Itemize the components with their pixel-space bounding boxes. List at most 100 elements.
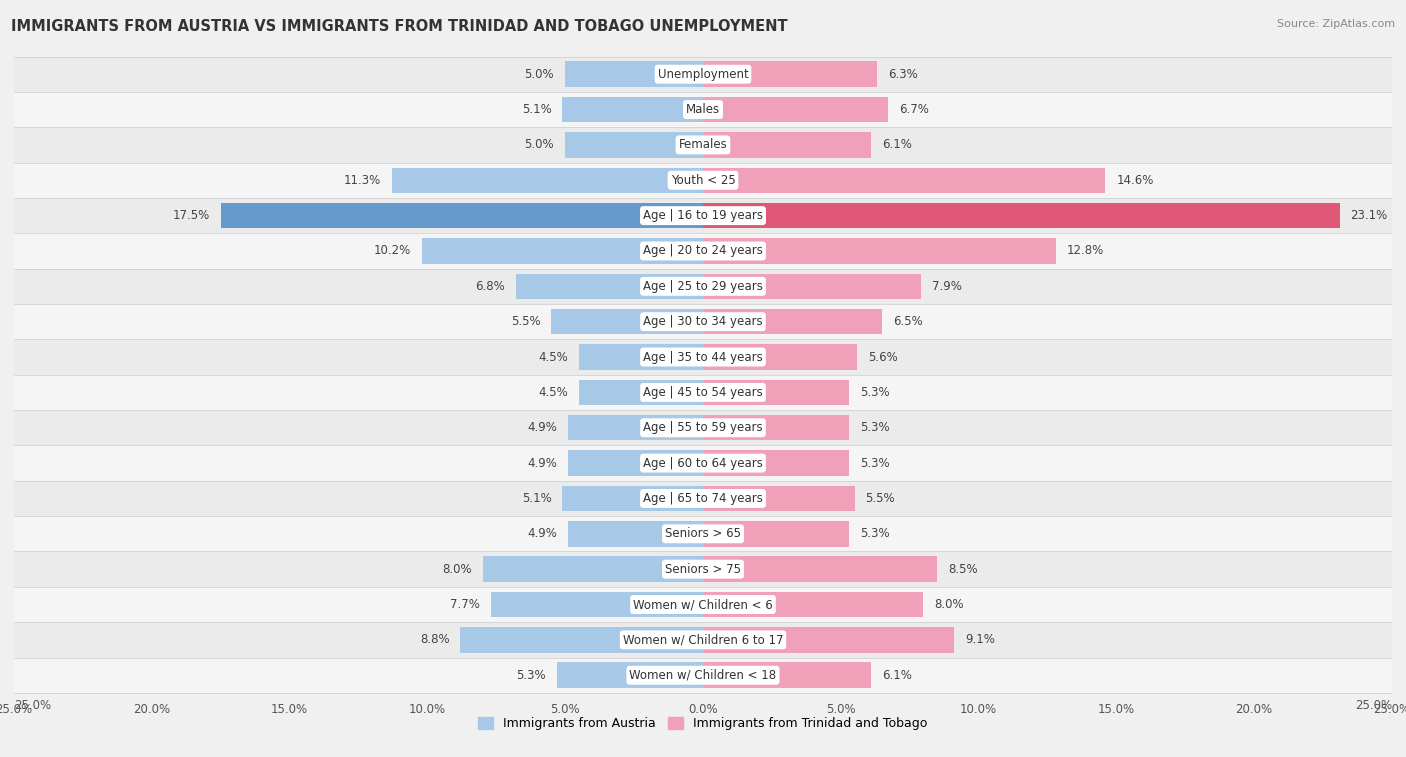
Text: Seniors > 65: Seniors > 65: [665, 528, 741, 540]
Text: 5.1%: 5.1%: [522, 103, 551, 116]
Bar: [14, 375, 1392, 410]
Text: Females: Females: [679, 139, 727, 151]
Bar: [703, 97, 887, 123]
Text: Source: ZipAtlas.com: Source: ZipAtlas.com: [1277, 19, 1395, 29]
Bar: [703, 556, 938, 582]
Bar: [14, 445, 1392, 481]
Text: 4.9%: 4.9%: [527, 456, 557, 469]
Text: 5.5%: 5.5%: [866, 492, 896, 505]
Bar: [565, 132, 703, 157]
Bar: [703, 309, 882, 335]
Bar: [14, 127, 1392, 163]
Text: 8.8%: 8.8%: [420, 634, 450, 646]
Text: 5.3%: 5.3%: [860, 456, 890, 469]
Text: Males: Males: [686, 103, 720, 116]
Bar: [568, 450, 703, 476]
Text: Age | 25 to 29 years: Age | 25 to 29 years: [643, 280, 763, 293]
Bar: [14, 516, 1392, 552]
Text: 9.1%: 9.1%: [965, 634, 994, 646]
Bar: [703, 132, 872, 157]
Bar: [568, 521, 703, 547]
Text: Unemployment: Unemployment: [658, 67, 748, 81]
Text: 25.0%: 25.0%: [14, 699, 51, 712]
Bar: [14, 304, 1392, 339]
Bar: [703, 521, 849, 547]
Bar: [703, 167, 1105, 193]
Text: Seniors > 75: Seniors > 75: [665, 562, 741, 575]
Text: 10.2%: 10.2%: [374, 245, 411, 257]
Text: 8.0%: 8.0%: [935, 598, 965, 611]
Bar: [579, 344, 703, 369]
Text: 6.1%: 6.1%: [882, 668, 912, 682]
Bar: [422, 238, 703, 263]
Text: 5.3%: 5.3%: [860, 528, 890, 540]
Text: Age | 60 to 64 years: Age | 60 to 64 years: [643, 456, 763, 469]
Bar: [221, 203, 703, 229]
Text: 5.3%: 5.3%: [860, 421, 890, 435]
Bar: [579, 380, 703, 405]
Bar: [703, 61, 876, 87]
Text: Women w/ Children < 18: Women w/ Children < 18: [630, 668, 776, 682]
Bar: [703, 273, 921, 299]
Bar: [516, 273, 703, 299]
Text: Age | 20 to 24 years: Age | 20 to 24 years: [643, 245, 763, 257]
Text: Youth < 25: Youth < 25: [671, 174, 735, 187]
Text: Age | 16 to 19 years: Age | 16 to 19 years: [643, 209, 763, 222]
Text: Age | 65 to 74 years: Age | 65 to 74 years: [643, 492, 763, 505]
Text: Age | 30 to 34 years: Age | 30 to 34 years: [643, 315, 763, 329]
Bar: [703, 203, 1340, 229]
Text: Women w/ Children 6 to 17: Women w/ Children 6 to 17: [623, 634, 783, 646]
Text: 8.5%: 8.5%: [948, 562, 979, 575]
Bar: [14, 481, 1392, 516]
Text: Age | 55 to 59 years: Age | 55 to 59 years: [643, 421, 763, 435]
Text: 6.7%: 6.7%: [898, 103, 928, 116]
Bar: [14, 339, 1392, 375]
Bar: [491, 592, 703, 617]
Text: 7.7%: 7.7%: [450, 598, 479, 611]
Bar: [14, 587, 1392, 622]
Bar: [703, 238, 1056, 263]
Bar: [565, 61, 703, 87]
Text: 11.3%: 11.3%: [343, 174, 381, 187]
Text: 6.5%: 6.5%: [893, 315, 922, 329]
Text: 5.1%: 5.1%: [522, 492, 551, 505]
Text: 4.9%: 4.9%: [527, 421, 557, 435]
Bar: [14, 198, 1392, 233]
Text: 25.0%: 25.0%: [1355, 699, 1392, 712]
Bar: [14, 233, 1392, 269]
Text: 4.5%: 4.5%: [538, 386, 568, 399]
Bar: [703, 344, 858, 369]
Text: 5.0%: 5.0%: [524, 139, 554, 151]
Bar: [14, 92, 1392, 127]
Text: 5.3%: 5.3%: [860, 386, 890, 399]
Bar: [703, 450, 849, 476]
Bar: [461, 627, 703, 653]
Bar: [703, 380, 849, 405]
Bar: [14, 269, 1392, 304]
Bar: [482, 556, 703, 582]
Bar: [14, 410, 1392, 445]
Text: Age | 45 to 54 years: Age | 45 to 54 years: [643, 386, 763, 399]
Bar: [703, 662, 872, 688]
Text: 6.1%: 6.1%: [882, 139, 912, 151]
Text: 17.5%: 17.5%: [173, 209, 209, 222]
Text: Women w/ Children < 6: Women w/ Children < 6: [633, 598, 773, 611]
Bar: [392, 167, 703, 193]
Legend: Immigrants from Austria, Immigrants from Trinidad and Tobago: Immigrants from Austria, Immigrants from…: [474, 712, 932, 735]
Text: 4.9%: 4.9%: [527, 528, 557, 540]
Text: 7.9%: 7.9%: [932, 280, 962, 293]
Text: 12.8%: 12.8%: [1067, 245, 1104, 257]
Bar: [568, 415, 703, 441]
Text: 14.6%: 14.6%: [1116, 174, 1154, 187]
Bar: [562, 97, 703, 123]
Text: 6.8%: 6.8%: [475, 280, 505, 293]
Text: 4.5%: 4.5%: [538, 350, 568, 363]
Text: 6.3%: 6.3%: [887, 67, 917, 81]
Bar: [703, 627, 953, 653]
Text: 5.3%: 5.3%: [516, 668, 546, 682]
Text: 5.5%: 5.5%: [510, 315, 540, 329]
Text: 5.0%: 5.0%: [524, 67, 554, 81]
Bar: [703, 592, 924, 617]
Text: IMMIGRANTS FROM AUSTRIA VS IMMIGRANTS FROM TRINIDAD AND TOBAGO UNEMPLOYMENT: IMMIGRANTS FROM AUSTRIA VS IMMIGRANTS FR…: [11, 19, 787, 34]
Bar: [14, 57, 1392, 92]
